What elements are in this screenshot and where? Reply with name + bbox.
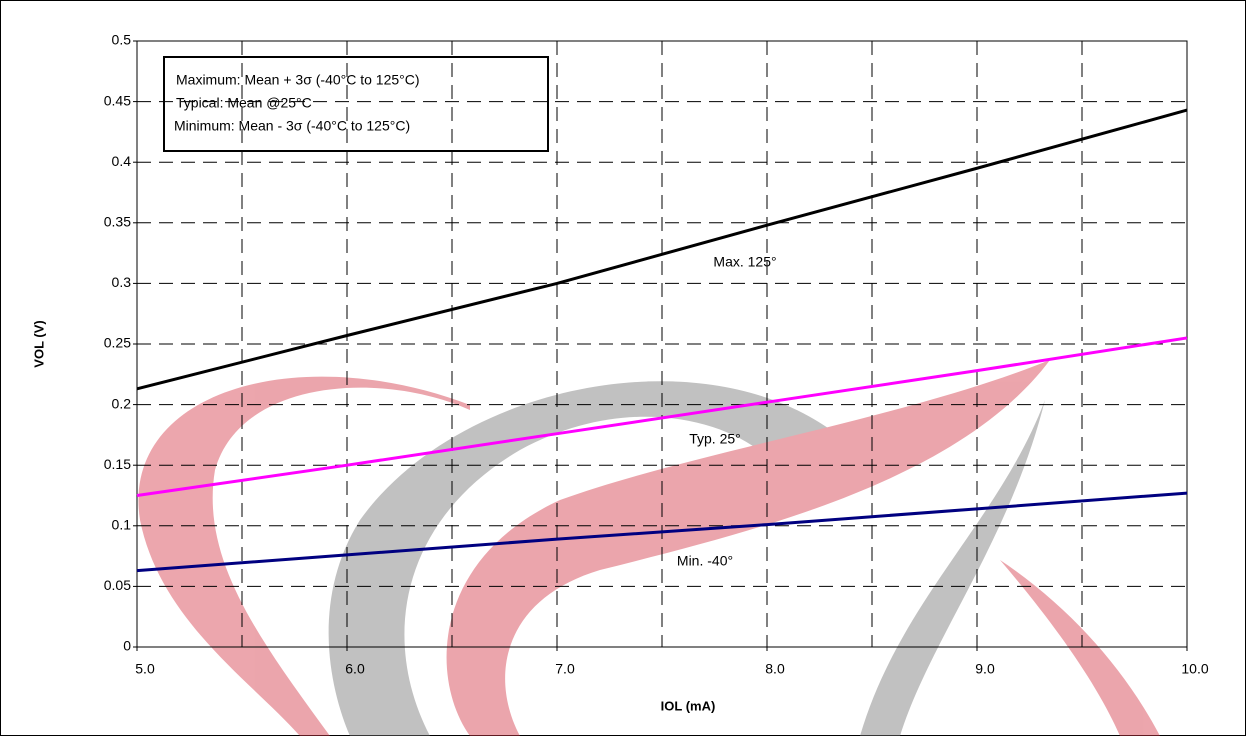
watermark <box>138 360 1160 736</box>
series-label: Max. 125° <box>713 254 776 270</box>
y-tick-label: 0.15 <box>104 456 131 472</box>
legend-text: Typical: Mean @25°C <box>176 95 312 111</box>
y-tick-label: 0.05 <box>104 577 131 593</box>
series-label: Typ. 25° <box>689 431 741 447</box>
y-tick-label: 0.25 <box>104 335 131 351</box>
y-tick-label: 0.2 <box>112 395 132 411</box>
legend-text: Minimum: Mean - 3σ (-40°C to 125°C) <box>174 118 410 134</box>
y-tick-label: 0.4 <box>112 153 132 169</box>
y-tick-label: 0.3 <box>112 274 132 290</box>
x-tick-label: 6.0 <box>345 661 365 677</box>
series-line <box>136 108 1188 391</box>
x-tick-label: 7.0 <box>555 661 575 677</box>
y-tick-label: 0.45 <box>104 92 131 108</box>
y-tick-label: 0 <box>123 638 131 654</box>
x-tick-label: 9.0 <box>975 661 995 677</box>
y-tick-label: 0.5 <box>112 32 132 48</box>
x-tick-label: 10.0 <box>1181 661 1208 677</box>
series-label: Min. -40° <box>677 553 733 569</box>
y-axis-label: VOL (V) <box>31 320 46 367</box>
legend-box <box>163 56 549 152</box>
series-line <box>136 491 1188 573</box>
y-tick-label: 0.35 <box>104 214 131 230</box>
series-line <box>136 336 1188 497</box>
y-tick-label: 0.1 <box>112 517 132 533</box>
x-tick-label: 8.0 <box>765 661 785 677</box>
x-tick-label: 5.0 <box>135 661 155 677</box>
legend-text: Maximum: Mean + 3σ (-40°C to 125°C) <box>176 72 420 88</box>
x-axis-label: IOL (mA) <box>661 698 716 713</box>
